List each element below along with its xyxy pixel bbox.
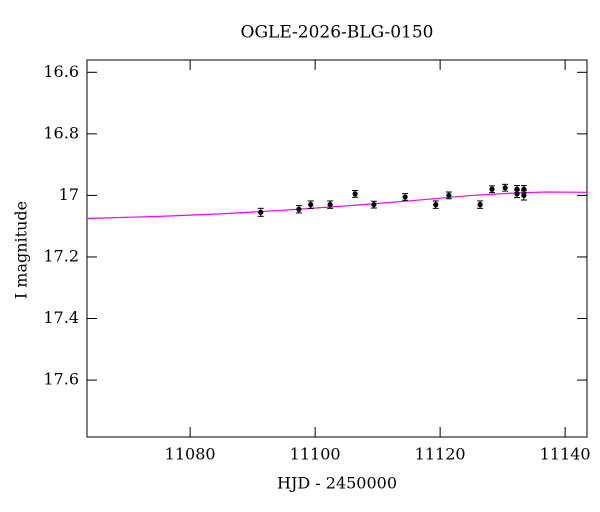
y-tick-label: 17.2: [43, 246, 79, 265]
data-point: [308, 202, 314, 208]
data-point: [489, 186, 495, 192]
data-point: [521, 192, 527, 199]
x-tick-label: 11100: [290, 445, 341, 464]
x-tick-label: 11120: [415, 445, 466, 464]
model-line: [86, 191, 588, 220]
data-point: [514, 191, 520, 197]
chart-title: OGLE-2026-BLG-0150: [241, 23, 434, 43]
y-tick-label: 17.6: [43, 370, 79, 389]
data-point: [433, 202, 439, 208]
x-axis-label: HJD - 2450000: [277, 474, 397, 493]
data-point: [477, 202, 483, 208]
data-point: [352, 191, 358, 197]
y-tick-label: 17.4: [43, 308, 79, 327]
x-tick-label: 11080: [165, 445, 216, 464]
data-point: [446, 192, 452, 199]
data-point: [258, 209, 264, 215]
y-tick-label: 16.6: [43, 62, 79, 81]
data-point: [402, 194, 408, 200]
y-axis-label: I magnitude: [12, 201, 31, 299]
x-tick-label: 11140: [540, 445, 591, 464]
plot-frame: [86, 59, 588, 438]
data-point: [327, 202, 333, 208]
data-point: [502, 185, 508, 191]
data-point: [296, 206, 302, 212]
data-point: [371, 202, 377, 208]
y-tick-label: 17: [59, 185, 79, 204]
y-tick-label: 16.8: [43, 123, 79, 142]
